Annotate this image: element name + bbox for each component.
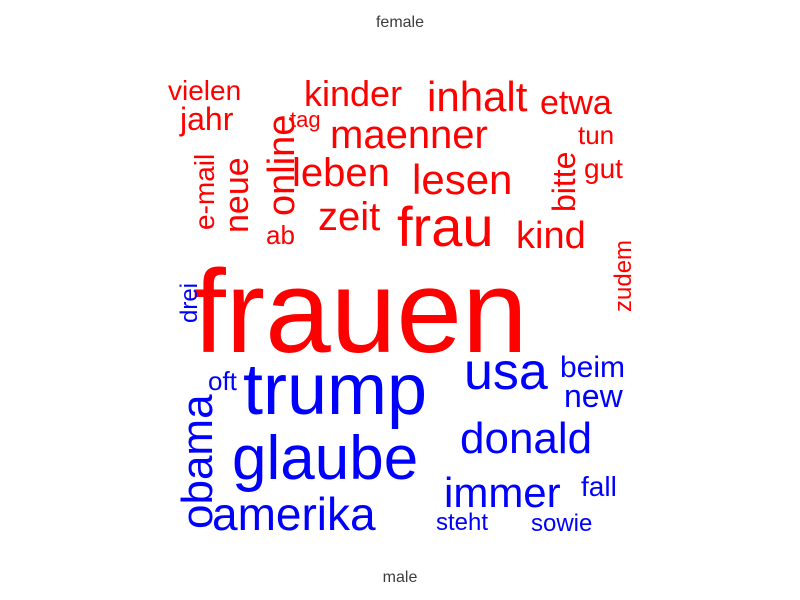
word-female-bitte: bitte	[546, 152, 582, 212]
word-female-inhalt: inhalt	[427, 73, 528, 120]
word-female-tun: tun	[578, 120, 614, 150]
word-female-tag: tag	[290, 107, 321, 132]
word-female-zeit: zeit	[318, 195, 380, 239]
word-female-leben: leben	[292, 151, 390, 195]
word-male-immer: immer	[444, 469, 561, 516]
word-female-zudem: zudem	[610, 240, 637, 312]
word-male-amerika: amerika	[212, 488, 376, 540]
word-female-etwa: etwa	[540, 84, 612, 122]
word-female-vielen: vielen	[168, 75, 241, 106]
word-male-steht: steht	[436, 509, 488, 536]
word-female-kinder: kinder	[304, 73, 402, 114]
word-male-usa: usa	[464, 343, 548, 401]
word-male-glaube: glaube	[232, 424, 418, 493]
word-male-donald: donald	[460, 414, 592, 463]
word-male-new: new	[564, 378, 624, 414]
word-female-kind: kind	[516, 215, 586, 257]
word-female-maenner: maenner	[330, 113, 488, 157]
word-male-drei: drei	[176, 283, 203, 323]
word-male-beim: beim	[560, 351, 625, 384]
word-male-fall: fall	[581, 471, 617, 502]
word-female-jahr: jahr	[179, 101, 234, 137]
word-female-neue: neue	[218, 157, 256, 233]
word-male-oft: oft	[208, 366, 238, 396]
word-female-online: online	[261, 115, 303, 216]
word-female-frauen: frauen	[193, 246, 528, 378]
word-male-sowie: sowie	[531, 510, 592, 537]
word-female-lesen: lesen	[412, 156, 512, 203]
word-male-obama: obama	[173, 394, 222, 529]
group-label-female: female	[375, 14, 425, 31]
group-label-male: male	[382, 569, 418, 586]
word-male-trump: trump	[243, 350, 427, 430]
word-female-gut: gut	[584, 153, 623, 184]
word-female-e-mail: e-mail	[189, 154, 220, 230]
word-female-frau: frau	[397, 195, 494, 258]
word-female-ab: ab	[266, 220, 295, 250]
